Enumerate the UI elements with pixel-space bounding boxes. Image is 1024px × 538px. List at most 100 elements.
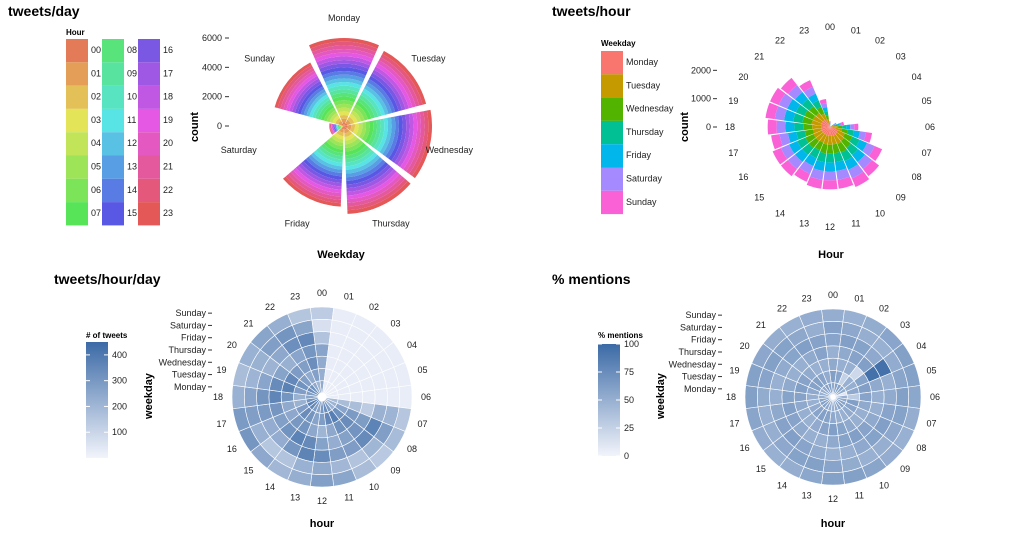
bar-segment xyxy=(344,137,361,148)
legend-label: 14 xyxy=(127,185,137,195)
bar-segment xyxy=(829,124,831,126)
hour-label: 13 xyxy=(290,492,300,502)
hour-label: 17 xyxy=(729,418,739,428)
y-tick-label: 4000 xyxy=(202,62,222,72)
bar-segment xyxy=(849,136,860,147)
legend-label: 07 xyxy=(91,208,101,218)
bar-segment xyxy=(344,135,358,145)
bar-segment xyxy=(868,146,883,162)
bar-segment xyxy=(821,125,830,129)
bar-segment xyxy=(794,167,811,182)
legend-tick-label: 25 xyxy=(624,423,634,433)
bar-hour-10 xyxy=(830,127,870,187)
legend-swatch xyxy=(66,108,88,133)
bar-segment xyxy=(339,125,342,129)
category-label: 02 xyxy=(875,35,885,45)
bar-segment xyxy=(331,123,335,134)
weekday-label: Thursday xyxy=(168,345,206,355)
category-label: Friday xyxy=(285,218,311,228)
bar-segment xyxy=(346,159,386,181)
bar-segment xyxy=(787,99,801,113)
bar-segment xyxy=(812,124,822,130)
hour-label: 15 xyxy=(756,464,766,474)
bar-segment xyxy=(770,87,786,106)
legend-tick-label: 75 xyxy=(624,367,634,377)
bar-segment xyxy=(838,125,843,129)
heat-cell xyxy=(309,306,335,321)
bar-segment xyxy=(319,63,369,73)
hour-label: 20 xyxy=(740,341,750,351)
bar-segment xyxy=(335,118,342,125)
legend-title: # of tweets xyxy=(86,331,128,340)
hour-label: 23 xyxy=(802,293,812,303)
bar-segment xyxy=(312,96,330,119)
bar-segment xyxy=(338,128,344,133)
bar-segment xyxy=(317,59,371,69)
heat-cell xyxy=(256,388,270,406)
bar-segment xyxy=(350,110,362,123)
legend-swatch xyxy=(66,39,88,63)
bar-segment xyxy=(310,152,343,170)
category-label: 11 xyxy=(851,219,860,229)
bar-segment xyxy=(308,154,343,174)
bar-segment xyxy=(833,134,842,145)
heat-cell xyxy=(314,437,330,451)
legend-label: 04 xyxy=(91,138,101,148)
bar-segment xyxy=(812,100,822,110)
bar-segment xyxy=(765,102,779,120)
legend-swatch xyxy=(138,202,160,226)
heat-cell xyxy=(821,308,845,323)
weekday-label: Wednesday xyxy=(159,357,207,367)
y-axis-title: weekday xyxy=(143,372,155,420)
legend-label: Monday xyxy=(626,57,659,67)
bar-segment xyxy=(820,143,828,154)
bar-segment xyxy=(823,110,829,116)
bar-segment xyxy=(830,127,836,136)
bar-segment xyxy=(345,149,375,167)
legend-label: 00 xyxy=(91,45,101,55)
bar-segment xyxy=(828,127,832,136)
bar-segment xyxy=(837,141,847,153)
heat-cell xyxy=(821,471,845,486)
bar-segment xyxy=(825,120,830,127)
bar-hour-03 xyxy=(830,126,831,127)
category-label: 23 xyxy=(799,25,809,35)
legend-swatch xyxy=(102,155,124,179)
heat-cell xyxy=(798,309,824,328)
bar-segment xyxy=(345,119,351,126)
bar-segment xyxy=(326,139,344,150)
bar-segment xyxy=(309,38,379,49)
bar-segment xyxy=(344,128,350,134)
bar-segment xyxy=(332,115,340,124)
hour-label: 05 xyxy=(927,366,937,376)
bar-segment xyxy=(311,45,377,56)
bar-segment xyxy=(830,127,837,130)
bar-segment xyxy=(332,96,356,103)
bar-segment xyxy=(345,157,383,178)
legend-swatch xyxy=(138,39,160,63)
bar-segment xyxy=(836,130,845,137)
bar-segment xyxy=(370,72,403,112)
bar-segment xyxy=(330,123,334,134)
bar-segment xyxy=(336,124,339,131)
bar-segment xyxy=(358,94,379,118)
bar-segment xyxy=(850,124,855,130)
panel-tweets-hour-day: tweets/hour/day # of tweets 100200300400… xyxy=(54,271,431,530)
bar-segment xyxy=(857,154,873,170)
bar-segment xyxy=(305,156,343,177)
bar-segment xyxy=(377,60,416,108)
heat-cell xyxy=(398,384,413,410)
bar-segment xyxy=(338,120,343,126)
bar-segment xyxy=(346,169,397,196)
bar-segment xyxy=(794,91,809,106)
polar-heatmap: 00 01 02 03 04 05 06 07 08 09 10 11 12 13 14 15 16 17 18 19… xyxy=(669,290,940,504)
bar-segment xyxy=(333,100,355,106)
bar-segment xyxy=(375,63,413,109)
bar-segment xyxy=(829,121,831,123)
bar-segment xyxy=(830,126,835,128)
heat-cell xyxy=(386,386,401,408)
heat-cell xyxy=(822,320,844,335)
hour-label: 08 xyxy=(916,443,926,453)
bar-segment xyxy=(345,145,369,159)
legend-swatch xyxy=(601,144,623,168)
